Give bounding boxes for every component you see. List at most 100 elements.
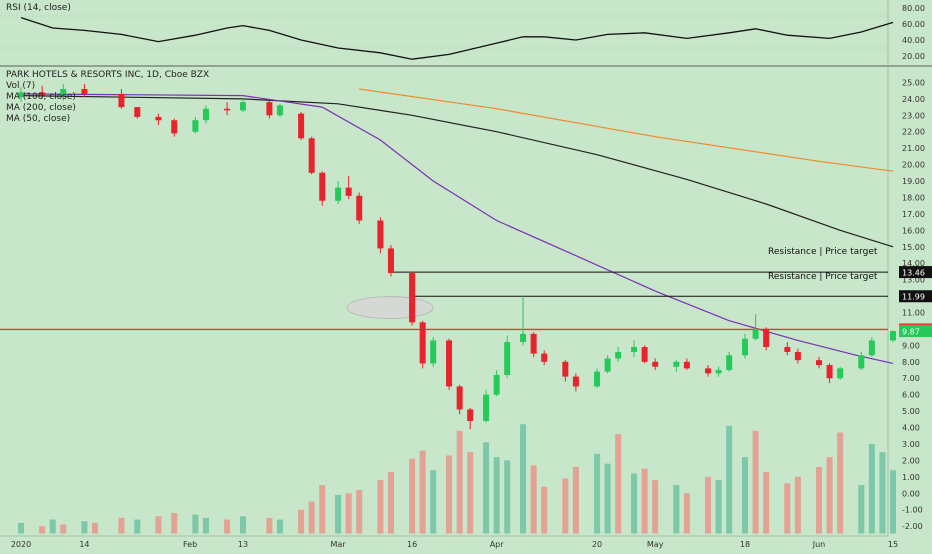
candle-body [705, 368, 712, 374]
volume-bar [572, 466, 579, 534]
volume-bar [430, 470, 437, 534]
candles-layer [18, 84, 896, 430]
volume-bar [335, 494, 342, 534]
candle-body [530, 333, 537, 354]
y-tick-label: 9.00 [902, 341, 920, 350]
candle-body [562, 361, 569, 377]
volume-bar [631, 473, 638, 534]
ma100-line [20, 95, 894, 248]
rsi-layer [0, 15, 894, 60]
candle-body [298, 113, 305, 139]
overlay-layer: Resistance | Price target Resistance | P… [768, 247, 932, 338]
candle-body [683, 361, 690, 369]
y-tick-label: 23.00 [902, 111, 925, 120]
candle-body [118, 93, 125, 108]
y-tick-label: 6.00 [902, 391, 920, 400]
volume-bar [446, 455, 453, 534]
rsi-tick-label: 80.00 [902, 4, 925, 13]
rsi-legend[interactable]: RSI (14, close) [6, 3, 71, 13]
badge-11-99: 11.99 [902, 293, 925, 302]
volume-bar [483, 442, 490, 534]
candle-body [134, 107, 141, 117]
candle-body [868, 340, 875, 356]
candle-body [192, 120, 199, 132]
volume-bar [134, 519, 141, 534]
y-tick-label: 1.00 [902, 473, 920, 482]
candle-body [631, 347, 638, 352]
volume-bar [202, 517, 209, 534]
x-tick-label: 16 [407, 540, 417, 549]
volume-bar [493, 457, 500, 534]
resistance-label-lower: Resistance | Price target [768, 272, 878, 282]
rsi-tick-label: 20.00 [902, 52, 925, 61]
volume-bar [890, 470, 896, 534]
volume-bar [224, 519, 231, 534]
volume-bar [530, 465, 537, 534]
candle-body [335, 187, 342, 201]
volume-bar [879, 452, 886, 534]
y-tick-label: 22.00 [902, 128, 925, 137]
y-tick-label: -1.00 [902, 506, 923, 515]
badge-13-46-bg [899, 266, 932, 279]
volume-bar [298, 509, 305, 534]
volume-bar [816, 466, 823, 534]
volume-bar [726, 425, 733, 534]
volume-bar [520, 424, 527, 534]
volume-bar [456, 430, 463, 534]
grid-layer [0, 0, 932, 537]
y-tick-label: 8.00 [902, 358, 920, 367]
volume-bar [276, 519, 283, 534]
y-tick-label: 13.00 [902, 276, 925, 285]
candle-body [858, 355, 865, 369]
volume-bar [715, 480, 722, 534]
volume-bar [652, 480, 659, 534]
y-tick-label: 4.00 [902, 424, 920, 433]
candle-body [419, 322, 426, 364]
candle-body [456, 386, 463, 410]
volume-bar [683, 493, 690, 534]
candle-body [377, 220, 384, 249]
y-tick-label: 0.00 [902, 489, 920, 498]
rsi-line [20, 16, 894, 60]
volume-bar [594, 453, 601, 534]
volume-bar [345, 493, 352, 534]
candle-body [726, 355, 733, 371]
candle-body [493, 374, 500, 395]
x-tick-label: 18 [740, 540, 750, 549]
y-tick-label: 5.00 [902, 407, 920, 416]
candle-body [276, 105, 283, 116]
volume-bar [504, 460, 511, 534]
volume-bar [118, 517, 125, 534]
candle-body [673, 361, 680, 367]
main-legend[interactable]: PARK HOTELS & RESORTS INC, 1D, Cboe BZX … [6, 70, 209, 125]
candle-body [837, 368, 844, 379]
volume-layer [18, 424, 896, 534]
volume-bar [155, 516, 162, 534]
volume-bar [794, 476, 801, 534]
x-tick-label: Feb [183, 540, 197, 549]
candle-body [784, 347, 791, 352]
volume-bar [784, 483, 791, 534]
x-tick-label: 14 [79, 540, 89, 549]
y-tick-label: 2.00 [902, 456, 920, 465]
x-tick-label: Apr [490, 540, 505, 549]
volume-bar [49, 519, 56, 534]
volume-bar [673, 485, 680, 534]
badge-11-99-bg [899, 290, 932, 303]
volume-bar [81, 521, 88, 534]
candle-body [467, 409, 474, 421]
candle-body [356, 195, 363, 221]
volume-bar [409, 458, 416, 534]
y-tick-label: -2.00 [902, 522, 923, 531]
y-tick-label: 25.00 [902, 78, 925, 87]
x-tick-label: Mar [331, 540, 347, 549]
volume-bar [419, 450, 426, 534]
y-tick-label: 16.00 [902, 226, 925, 235]
legend-ma200: MA (200, close) [6, 103, 76, 113]
y-tick-label: 17.00 [902, 210, 925, 219]
badge-9-87-bg [899, 325, 932, 338]
volume-bar [377, 480, 384, 534]
volume-bar [239, 516, 246, 534]
candle-body [446, 340, 453, 387]
